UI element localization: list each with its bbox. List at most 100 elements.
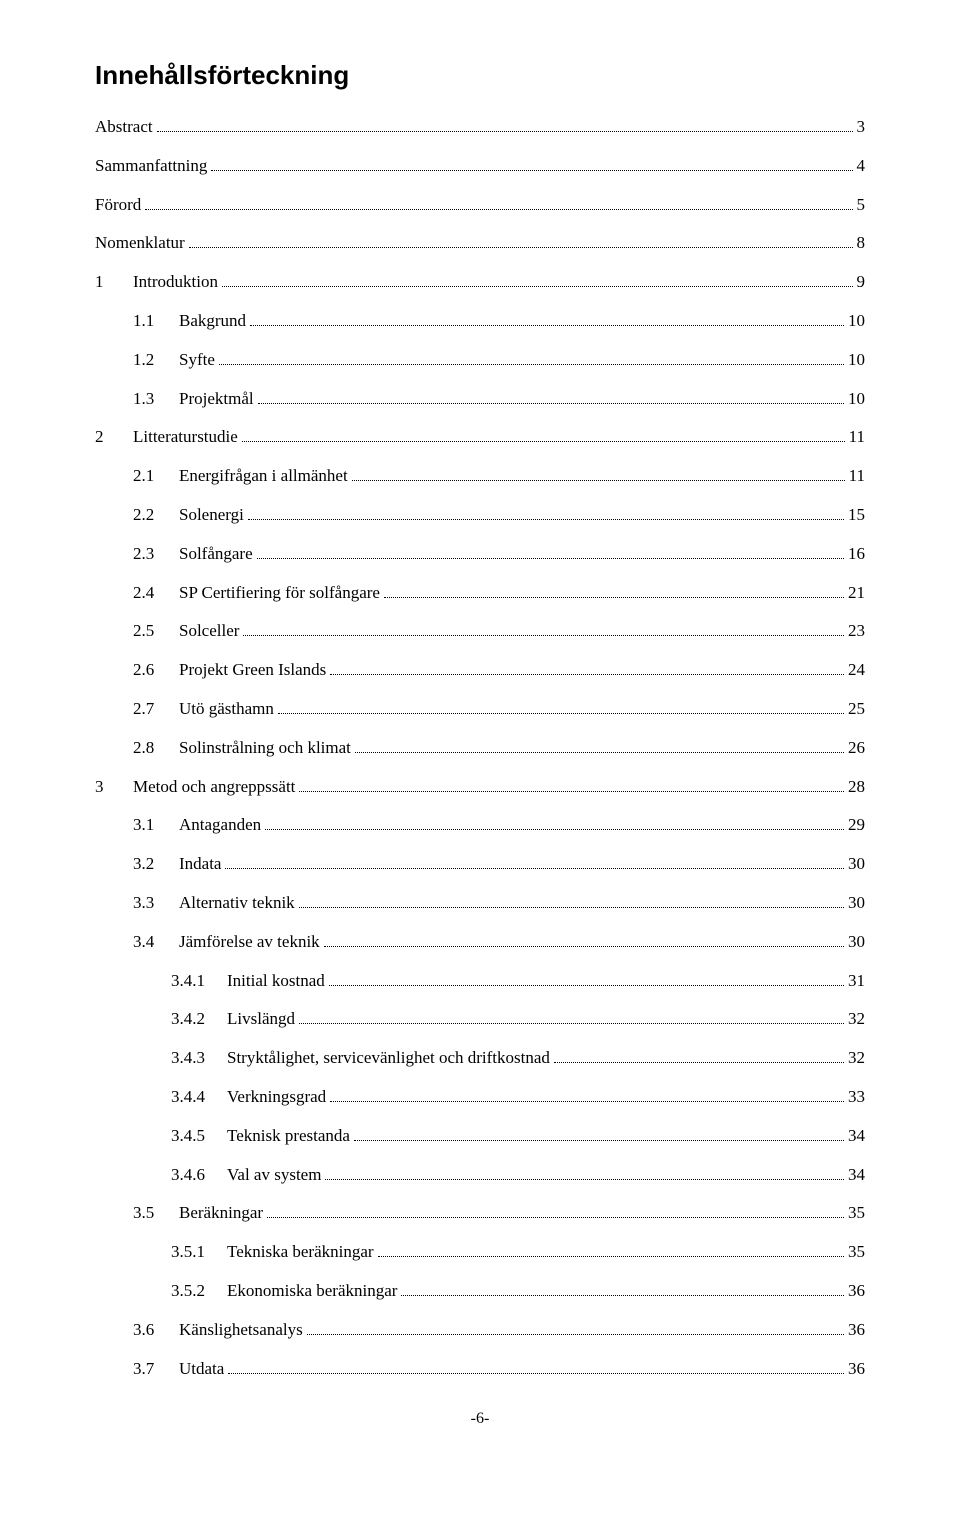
toc-entry: 3.4.1Initial kostnad31 <box>95 969 865 993</box>
toc-leader-dots <box>278 713 844 714</box>
toc-entry-page: 16 <box>848 542 865 566</box>
toc-entry-text: Jämförelse av teknik <box>179 930 320 954</box>
toc-entry-text: Solinstrålning och klimat <box>179 736 351 760</box>
toc-entry: 3.4.4Verkningsgrad33 <box>95 1085 865 1109</box>
toc-entry-page: 23 <box>848 619 865 643</box>
toc-entry: 2.4SP Certifiering för solfångare21 <box>95 581 865 605</box>
toc-entry-number: 1 <box>95 270 133 294</box>
toc-leader-dots <box>355 752 844 753</box>
toc-entry: 3.5Beräkningar35 <box>95 1201 865 1225</box>
toc-entry-page: 36 <box>848 1357 865 1381</box>
toc-leader-dots <box>401 1295 844 1296</box>
toc-entry-text: Känslighetsanalys <box>179 1318 303 1342</box>
toc-entry-text: Alternativ teknik <box>179 891 295 915</box>
toc-leader-dots <box>222 286 853 287</box>
toc-entry-page: 34 <box>848 1163 865 1187</box>
toc-entry-page: 31 <box>848 969 865 993</box>
toc-entry-text: Projektmål <box>179 387 254 411</box>
toc-entry-number: 1.1 <box>133 309 179 333</box>
toc-leader-dots <box>267 1217 844 1218</box>
toc-leader-dots <box>330 674 844 675</box>
toc-entry-page: 34 <box>848 1124 865 1148</box>
toc-entry-text: Syfte <box>179 348 215 372</box>
toc-entry-number: 3.5.1 <box>171 1240 227 1264</box>
toc-entry: 2.1Energifrågan i allmänhet11 <box>95 464 865 488</box>
toc-entry: 3.5.1Tekniska beräkningar35 <box>95 1240 865 1264</box>
toc-entry: 3.2Indata30 <box>95 852 865 876</box>
toc-leader-dots <box>265 829 844 830</box>
toc-entry: 3.4.5Teknisk prestanda 34 <box>95 1124 865 1148</box>
toc-leader-dots <box>243 635 844 636</box>
toc-entry-text: Sammanfattning <box>95 154 207 178</box>
toc-entry-text: Utdata <box>179 1357 224 1381</box>
toc-entry-number: 3 <box>95 775 133 799</box>
toc-entry: Abstract3 <box>95 115 865 139</box>
toc-leader-dots <box>211 170 852 171</box>
toc-entry-text: Val av system <box>227 1163 321 1187</box>
toc-entry-text: Antaganden <box>179 813 261 837</box>
toc-leader-dots <box>157 131 853 132</box>
toc-entry-page: 24 <box>848 658 865 682</box>
toc-entry-text: Projekt Green Islands <box>179 658 326 682</box>
toc-leader-dots <box>352 480 845 481</box>
toc-entry-page: 10 <box>848 309 865 333</box>
toc-entry: 1Introduktion 9 <box>95 270 865 294</box>
toc-entry-number: 2.6 <box>133 658 179 682</box>
toc-leader-dots <box>145 209 852 210</box>
toc-entry-number: 3.4.1 <box>171 969 227 993</box>
toc-entry-text: Introduktion <box>133 270 218 294</box>
toc-entry-number: 2 <box>95 425 133 449</box>
toc-entry-text: Verkningsgrad <box>227 1085 326 1109</box>
toc-entry: 3.4.3Stryktålighet, servicevänlighet och… <box>95 1046 865 1070</box>
toc-entry-page: 21 <box>848 581 865 605</box>
toc-entry-text: Ekonomiska beräkningar <box>227 1279 397 1303</box>
toc-entry-number: 3.4.5 <box>171 1124 227 1148</box>
toc-entry-number: 1.3 <box>133 387 179 411</box>
toc-entry-page: 5 <box>857 193 866 217</box>
toc-entry-text: Solfångare <box>179 542 253 566</box>
toc-entry-number: 3.1 <box>133 813 179 837</box>
toc-entry-number: 3.7 <box>133 1357 179 1381</box>
table-of-contents: Abstract3Sammanfattning4Förord5Nomenklat… <box>95 115 865 1380</box>
toc-entry-page: 32 <box>848 1007 865 1031</box>
toc-entry-number: 3.4.3 <box>171 1046 227 1070</box>
toc-entry-text: Stryktålighet, servicevänlighet och drif… <box>227 1046 550 1070</box>
toc-entry-page: 32 <box>848 1046 865 1070</box>
toc-leader-dots <box>299 907 844 908</box>
toc-entry-text: Beräkningar <box>179 1201 263 1225</box>
toc-entry-page: 9 <box>857 270 866 294</box>
toc-entry-text: Teknisk prestanda <box>227 1124 350 1148</box>
toc-entry: 1.3Projektmål 10 <box>95 387 865 411</box>
toc-entry-page: 28 <box>848 775 865 799</box>
toc-leader-dots <box>189 247 853 248</box>
toc-leader-dots <box>225 868 844 869</box>
toc-entry-number: 3.5.2 <box>171 1279 227 1303</box>
toc-entry-page: 30 <box>848 852 865 876</box>
toc-entry: 3.1Antaganden 29 <box>95 813 865 837</box>
toc-entry-page: 29 <box>848 813 865 837</box>
toc-entry-page: 3 <box>857 115 866 139</box>
toc-entry: 3Metod och angreppssätt28 <box>95 775 865 799</box>
toc-entry-page: 10 <box>848 387 865 411</box>
toc-entry: 2.2Solenergi15 <box>95 503 865 527</box>
toc-entry-number: 3.4.4 <box>171 1085 227 1109</box>
toc-entry-text: Förord <box>95 193 141 217</box>
toc-leader-dots <box>248 519 844 520</box>
toc-entry: 1.2Syfte10 <box>95 348 865 372</box>
page-title: Innehållsförteckning <box>95 60 865 91</box>
toc-entry-text: Livslängd <box>227 1007 295 1031</box>
toc-entry-number: 2.5 <box>133 619 179 643</box>
toc-leader-dots <box>384 597 844 598</box>
toc-leader-dots <box>378 1256 844 1257</box>
toc-entry-text: Nomenklatur <box>95 231 185 255</box>
toc-entry-number: 2.4 <box>133 581 179 605</box>
toc-leader-dots <box>324 946 844 947</box>
toc-entry: 2.8Solinstrålning och klimat26 <box>95 736 865 760</box>
toc-entry: 3.4.6Val av system 34 <box>95 1163 865 1187</box>
toc-entry-page: 30 <box>848 891 865 915</box>
toc-entry: 3.4Jämförelse av teknik30 <box>95 930 865 954</box>
toc-leader-dots <box>299 1023 844 1024</box>
toc-entry-number: 3.4.6 <box>171 1163 227 1187</box>
toc-leader-dots <box>242 441 845 442</box>
toc-entry: 2.7Utö gästhamn25 <box>95 697 865 721</box>
